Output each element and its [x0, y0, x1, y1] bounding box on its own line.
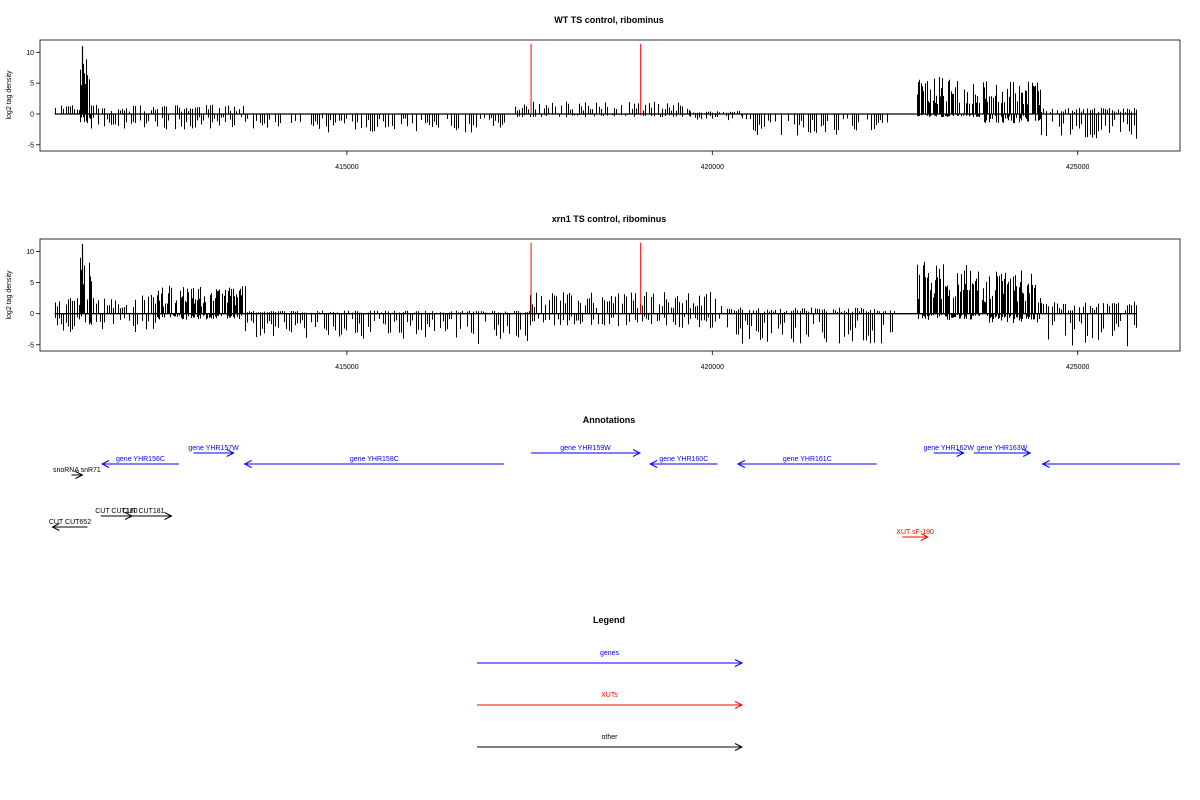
x-tick-label: 425000	[1066, 164, 1089, 171]
bar-series	[54, 243, 1137, 347]
annotation-feature: gene YHR156C	[100, 456, 179, 468]
y-tick-label: 10	[26, 249, 34, 256]
annotation-feature: gene YHR162W	[923, 445, 974, 457]
track-title-xrn1: xrn1 TS control, ribominus	[552, 214, 667, 224]
marker-lines	[530, 242, 642, 314]
feature-arrow-head	[1022, 449, 1032, 457]
feature-arrow-head	[243, 460, 252, 468]
legend-arrow-head	[734, 659, 744, 667]
plot-frame	[39, 39, 1181, 152]
y-tick-label: 5	[30, 280, 34, 287]
x-tick-label: 415000	[335, 364, 358, 371]
y-tick-label: 10	[26, 50, 34, 57]
y-axis-label: log2 tag density	[6, 270, 13, 320]
x-tick-label: 425000	[1066, 364, 1089, 371]
x-tick-label: 415000	[335, 164, 358, 171]
feature-label: snoRNA snR71	[53, 467, 101, 474]
feature-label: gene YHR157W	[188, 445, 239, 452]
y-tick-label: 5	[30, 81, 34, 88]
plot-frame	[39, 238, 1181, 352]
legend-label: other	[602, 734, 619, 741]
feature-arrow-head	[649, 460, 658, 468]
y-tick-label: -5	[28, 342, 34, 349]
feature-label: gene YHR156C	[116, 456, 165, 463]
annotation-feature	[1041, 460, 1180, 468]
legend-title: Legend	[593, 615, 625, 625]
y-tick-label: 0	[30, 311, 34, 318]
bar-series	[54, 46, 1137, 139]
annotation-feature: gene YHR158C	[243, 456, 505, 468]
feature-label: gene YHR163W	[977, 445, 1028, 452]
annotation-feature: CUT CUT181	[115, 508, 173, 520]
legend-label: XUTs	[601, 692, 618, 699]
feature-label: XUT sF-190	[896, 529, 934, 536]
feature-label: CUT CUT652	[49, 519, 91, 526]
x-tick-label: 420000	[701, 364, 724, 371]
legend-items: genes XUTs other	[477, 650, 744, 751]
annotation-feature: gene YHR159W	[531, 445, 642, 457]
y-axis: -5 0 5 10	[26, 50, 40, 149]
x-tick-label: 420000	[701, 164, 724, 171]
x-axis: 415000 420000 425000	[335, 351, 1089, 371]
feature-label: gene YHR161C	[783, 456, 832, 463]
feature-label: gene YHR158C	[350, 456, 399, 463]
legend: Legend genes XUTs other	[477, 615, 744, 751]
feature-arrow-head	[164, 512, 173, 520]
legend-arrow-head	[734, 701, 744, 709]
annotation-feature: gene YHR160C	[649, 456, 718, 468]
feature-arrow-head	[920, 533, 930, 541]
feature-arrow-head	[75, 471, 84, 479]
feature-label: gene YHR159W	[560, 445, 611, 452]
y-axis: -5 0 5 10	[26, 249, 40, 349]
track-title-wt: WT TS control, ribominus	[554, 15, 664, 25]
feature-label: CUT CUT181	[122, 508, 164, 515]
feature-label: gene YHR162W	[923, 445, 974, 452]
annotation-feature: XUT sF-190	[896, 529, 934, 541]
track-plot-xrn1: xrn1 TS control, ribominus log2 tag dens…	[6, 214, 1181, 371]
track-plot-wt: WT TS control, ribominus log2 tag densit…	[6, 15, 1181, 171]
y-tick-label: 0	[30, 112, 34, 119]
feature-arrow-head	[632, 449, 642, 457]
feature-arrow-head	[956, 449, 965, 457]
legend-item-other: other	[477, 734, 744, 751]
feature-arrow-head	[226, 449, 235, 457]
annotation-feature: gene YHR163W	[973, 445, 1032, 457]
annotation-features: gene YHR156C gene YHR157W gene YHR158C gene…	[49, 445, 1180, 541]
feature-label: CUT CUT180	[95, 508, 137, 515]
y-tick-label: -5	[28, 142, 34, 149]
x-axis: 415000 420000 425000	[335, 151, 1089, 171]
annotation-feature: gene YHR161C	[736, 456, 877, 468]
annotation-feature: CUT CUT652	[49, 519, 91, 531]
marker-lines	[530, 43, 642, 114]
y-axis-label: log2 tag density	[6, 70, 13, 120]
legend-item-XUTs: XUTs	[477, 692, 744, 709]
feature-arrow-head	[1041, 460, 1050, 468]
legend-item-genes: genes	[477, 650, 744, 667]
legend-label: genes	[600, 650, 620, 657]
annotations-title: Annotations	[583, 415, 636, 425]
feature-arrow-head	[100, 460, 110, 468]
annotation-feature: gene YHR157W	[188, 445, 239, 457]
legend-arrow-head	[734, 743, 744, 751]
feature-arrow-head	[736, 460, 746, 468]
feature-arrow-head	[51, 523, 60, 531]
annotation-feature: snoRNA snR71	[53, 467, 101, 479]
feature-label: gene YHR160C	[659, 456, 708, 463]
